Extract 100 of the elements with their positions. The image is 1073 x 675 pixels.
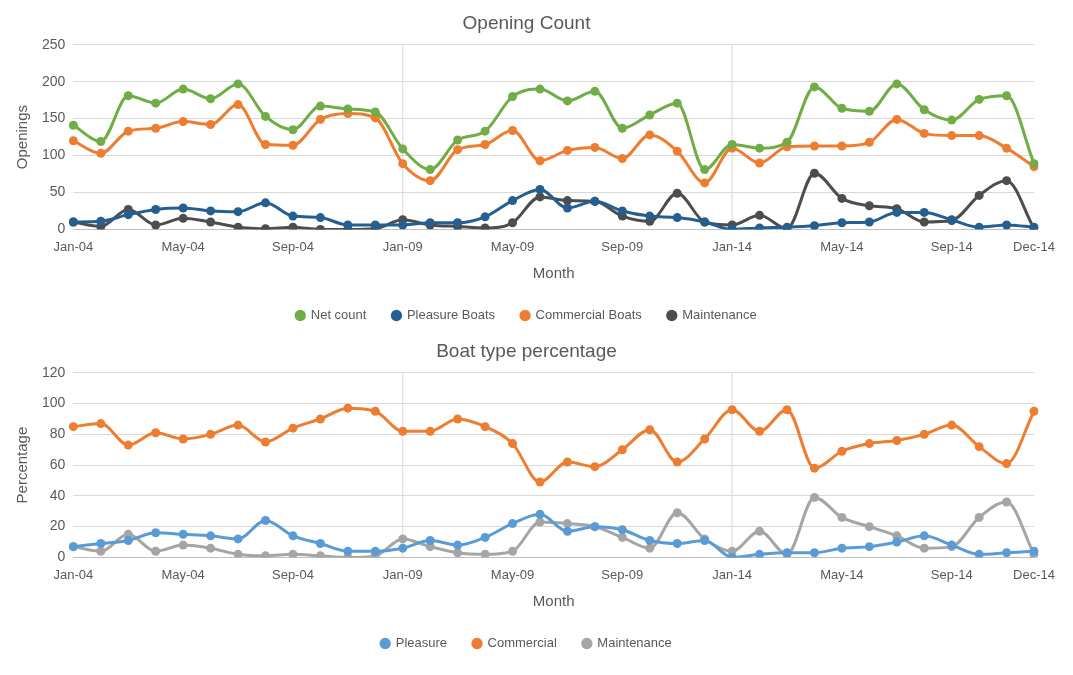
- y-tick-label: 50: [49, 183, 66, 200]
- point: [892, 79, 902, 89]
- point: [919, 543, 929, 553]
- y-tick-label: 0: [57, 548, 66, 565]
- y-tick-label: 60: [49, 455, 66, 472]
- point: [453, 135, 463, 145]
- point: [809, 82, 819, 92]
- point: [68, 120, 78, 130]
- point: [672, 188, 682, 198]
- point: [233, 534, 243, 544]
- x-tick-label: May-09: [490, 238, 535, 254]
- point: [480, 212, 490, 222]
- point: [123, 210, 133, 220]
- point: [123, 126, 133, 136]
- point: [425, 426, 435, 436]
- x-tick-label: May-14: [820, 566, 864, 582]
- point: [398, 426, 408, 436]
- point: [398, 534, 408, 544]
- point: [700, 178, 710, 188]
- point: [590, 462, 600, 472]
- point: [782, 137, 792, 147]
- point: [508, 91, 518, 101]
- point: [480, 126, 490, 136]
- point: [151, 204, 161, 214]
- point: [672, 508, 682, 518]
- point: [233, 100, 243, 110]
- point: [288, 211, 298, 221]
- point: [178, 434, 188, 444]
- point: [645, 110, 655, 120]
- point: [947, 131, 957, 141]
- legend-label: Net count: [310, 307, 367, 323]
- point: [261, 111, 270, 121]
- point: [206, 120, 216, 130]
- point: [535, 84, 545, 94]
- point: [178, 203, 188, 213]
- y-tick-label: 200: [42, 72, 66, 89]
- x-tick-label: Sep-04: [271, 566, 314, 582]
- x-tick-label: Jan-14: [712, 238, 752, 254]
- legend-label: Commercial: [487, 635, 557, 651]
- point: [617, 154, 627, 164]
- point: [645, 425, 655, 435]
- point: [508, 218, 518, 228]
- legend-label: Pleasure: [395, 635, 448, 651]
- point: [96, 539, 106, 549]
- point: [453, 145, 463, 155]
- point: [315, 101, 325, 111]
- point: [261, 198, 270, 208]
- point: [123, 440, 133, 450]
- x-tick-label: Sep-09: [601, 238, 644, 254]
- point: [151, 546, 161, 556]
- y-axis-title: Openings: [13, 104, 31, 170]
- x-tick-label: Jan-04: [53, 566, 94, 582]
- point: [617, 445, 627, 455]
- point: [700, 434, 710, 444]
- point: [233, 420, 243, 430]
- point: [562, 96, 572, 106]
- point: [508, 439, 518, 449]
- x-tick-label: Sep-09: [601, 566, 644, 582]
- point: [645, 535, 655, 545]
- y-tick-label: 250: [42, 35, 66, 52]
- x-tick-label: May-04: [161, 566, 205, 582]
- point: [508, 519, 518, 529]
- point: [261, 515, 270, 525]
- point: [453, 414, 463, 424]
- point: [178, 213, 188, 223]
- point: [919, 531, 929, 541]
- point: [947, 115, 957, 125]
- point: [892, 114, 902, 124]
- point: [837, 103, 847, 113]
- point: [535, 156, 545, 166]
- x-tick-label: Jan-09: [382, 238, 423, 254]
- point: [809, 463, 819, 473]
- point: [288, 125, 298, 135]
- point: [864, 201, 874, 211]
- point: [892, 435, 902, 445]
- point: [562, 526, 572, 536]
- point: [590, 86, 600, 96]
- point: [288, 423, 298, 433]
- point: [837, 193, 847, 203]
- point: [974, 94, 984, 104]
- point: [1002, 220, 1012, 230]
- point: [425, 165, 435, 175]
- point: [1002, 143, 1012, 153]
- point: [617, 206, 627, 216]
- point: [919, 207, 929, 217]
- point: [974, 222, 984, 230]
- point: [617, 123, 627, 133]
- point: [151, 98, 161, 108]
- point: [398, 159, 408, 169]
- point: [919, 105, 929, 115]
- point: [206, 206, 216, 216]
- point: [864, 439, 874, 449]
- point: [96, 419, 106, 429]
- point: [974, 131, 984, 141]
- point: [727, 405, 737, 415]
- y-tick-label: 20: [49, 517, 66, 534]
- point: [864, 217, 874, 227]
- point: [233, 79, 243, 89]
- point: [398, 543, 408, 553]
- point: [864, 522, 874, 532]
